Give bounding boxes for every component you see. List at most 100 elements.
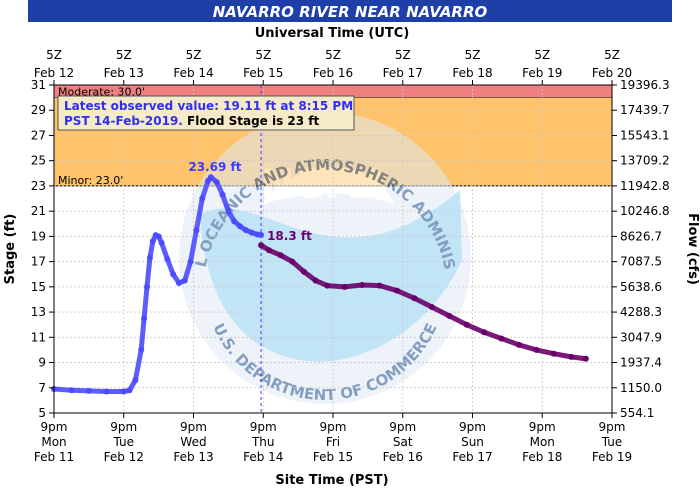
y-tick-label: 25 <box>31 154 46 168</box>
y2-tick-label: 4288.3 <box>620 305 662 319</box>
y-axis-title: Stage (ft) <box>3 214 18 285</box>
top-tick-label-date: Feb 16 <box>313 66 353 80</box>
forecast-point <box>312 277 319 284</box>
forecast-point <box>550 350 557 357</box>
top-tick-label-date: Feb 14 <box>173 66 213 80</box>
y2-tick-label: 15543.1 <box>620 128 670 142</box>
y-tick-label: 11 <box>31 330 46 344</box>
chart-title: NAVARRO RIVER NEAR NAVARRO <box>213 3 488 21</box>
y2-tick-label: 8626.7 <box>620 229 662 243</box>
top-tick-label-hour: 5Z <box>116 48 132 62</box>
y2-tick-label: 19396.3 <box>620 78 670 92</box>
x-tick-label-date: Feb 18 <box>522 450 562 464</box>
observed-point <box>231 218 238 225</box>
forecast-point <box>446 312 453 319</box>
observed-point <box>258 231 265 238</box>
top-tick-label-hour: 5Z <box>46 48 62 62</box>
observed-point <box>175 280 182 287</box>
top-tick-label-hour: 5Z <box>534 48 550 62</box>
x-tick-label-time: 9pm <box>250 420 277 434</box>
top-tick-label-date: Feb 13 <box>104 66 144 80</box>
y2-tick-label: 1937.4 <box>620 356 662 370</box>
y-tick-label: 21 <box>31 204 46 218</box>
top-tick-label-date: Feb 20 <box>592 66 632 80</box>
watermark-bird <box>262 167 395 205</box>
x-tick-label-day: Thu <box>251 435 275 449</box>
y-tick-label: 29 <box>31 103 46 117</box>
title-banner <box>28 0 672 22</box>
top-tick-label-hour: 5Z <box>604 48 620 62</box>
y-tick-label: 7 <box>38 381 46 395</box>
y2-tick-label: 5638.6 <box>620 280 662 294</box>
observed-point <box>199 195 206 202</box>
top-tick-label-hour: 5Z <box>465 48 481 62</box>
x-tick-label-day: Wed <box>180 435 206 449</box>
x-tick-label-day: Mon <box>530 435 555 449</box>
x-tick-label-day: Mon <box>41 435 66 449</box>
forecast-series-line <box>258 242 589 362</box>
forecast-point <box>533 346 540 353</box>
observed-point <box>187 258 194 265</box>
y2-tick-label: 17439.7 <box>620 103 670 117</box>
observed-point <box>213 179 220 186</box>
x-tick-label-time: 9pm <box>389 420 416 434</box>
y-tick-label: 19 <box>31 229 46 243</box>
x-tick-label-day: Tue <box>113 435 135 449</box>
observed-point <box>242 227 249 234</box>
observed-point <box>248 229 255 236</box>
y-tick-label: 23 <box>31 179 46 193</box>
top-tick-label-date: Feb 17 <box>383 66 423 80</box>
y-tick-label: 27 <box>31 128 46 142</box>
x-tick-label-time: 9pm <box>599 420 626 434</box>
x-tick-label-date: Feb 15 <box>313 450 353 464</box>
y-tick-label: 13 <box>31 305 46 319</box>
y-tick-label: 31 <box>31 78 46 92</box>
watermark-wave <box>200 190 462 362</box>
y-tick-label: 17 <box>31 255 46 269</box>
observed-point <box>149 238 156 245</box>
observed-note-box: Latest observed value: 19.11 ft at 8:15 … <box>57 95 355 131</box>
forecast-point <box>582 355 589 362</box>
forecast-start-label: 18.3 ft <box>267 229 312 243</box>
top-tick-label-hour: 5Z <box>186 48 202 62</box>
forecast-point <box>393 287 400 294</box>
observed-note-date: PST 14-Feb-2019. <box>64 114 183 128</box>
observed-point <box>68 387 75 394</box>
x-tick-label-day: Fri <box>326 435 340 449</box>
x-tick-label-time: 9pm <box>110 420 137 434</box>
y2-tick-label: 1150.0 <box>620 381 662 395</box>
observed-point <box>181 277 188 284</box>
observed-note-line1: Latest observed value: 19.11 ft at 8:15 … <box>64 99 353 113</box>
y2-tick-label: 10246.8 <box>620 204 670 218</box>
x-tick-label-date: Feb 13 <box>173 450 213 464</box>
top-tick-label-date: Feb 15 <box>243 66 283 80</box>
y2-tick-label: 3047.9 <box>620 330 662 344</box>
x-tick-label-day: Sun <box>461 435 484 449</box>
top-tick-label-date: Feb 12 <box>34 66 74 80</box>
forecast-point <box>481 329 488 336</box>
x-tick-label-date: Feb 12 <box>104 450 144 464</box>
observed-point <box>158 239 165 246</box>
forecast-point <box>568 353 575 360</box>
x-tick-label-time: 9pm <box>180 420 207 434</box>
y2-axis-title: Flow (cfs) <box>685 213 700 285</box>
observed-point <box>144 283 150 290</box>
plot-border <box>53 84 613 414</box>
top-axis-title: Universal Time (UTC) <box>255 26 410 41</box>
top-tick-label-hour: 5Z <box>325 48 341 62</box>
observed-note-bg <box>57 95 355 131</box>
observed-note-flood-stage: Flood Stage is 23 ft <box>183 114 320 128</box>
x-tick-label-time: 9pm <box>459 420 486 434</box>
observed-point <box>207 174 214 181</box>
forecast-point <box>359 281 366 288</box>
forecast-point <box>428 304 435 311</box>
x-tick-label-day: Tue <box>601 435 623 449</box>
forecast-point <box>324 282 331 289</box>
observed-point <box>170 271 177 278</box>
forecast-point <box>277 252 284 259</box>
top-tick-label-hour: 5Z <box>395 48 411 62</box>
peak-value-label: 23.69 ft <box>188 160 241 174</box>
observed-note-line2: PST 14-Feb-2019. Flood Stage is 23 ft <box>64 114 320 128</box>
x-tick-label-date: Feb 16 <box>383 450 423 464</box>
x-tick-label-date: Feb 17 <box>452 450 492 464</box>
